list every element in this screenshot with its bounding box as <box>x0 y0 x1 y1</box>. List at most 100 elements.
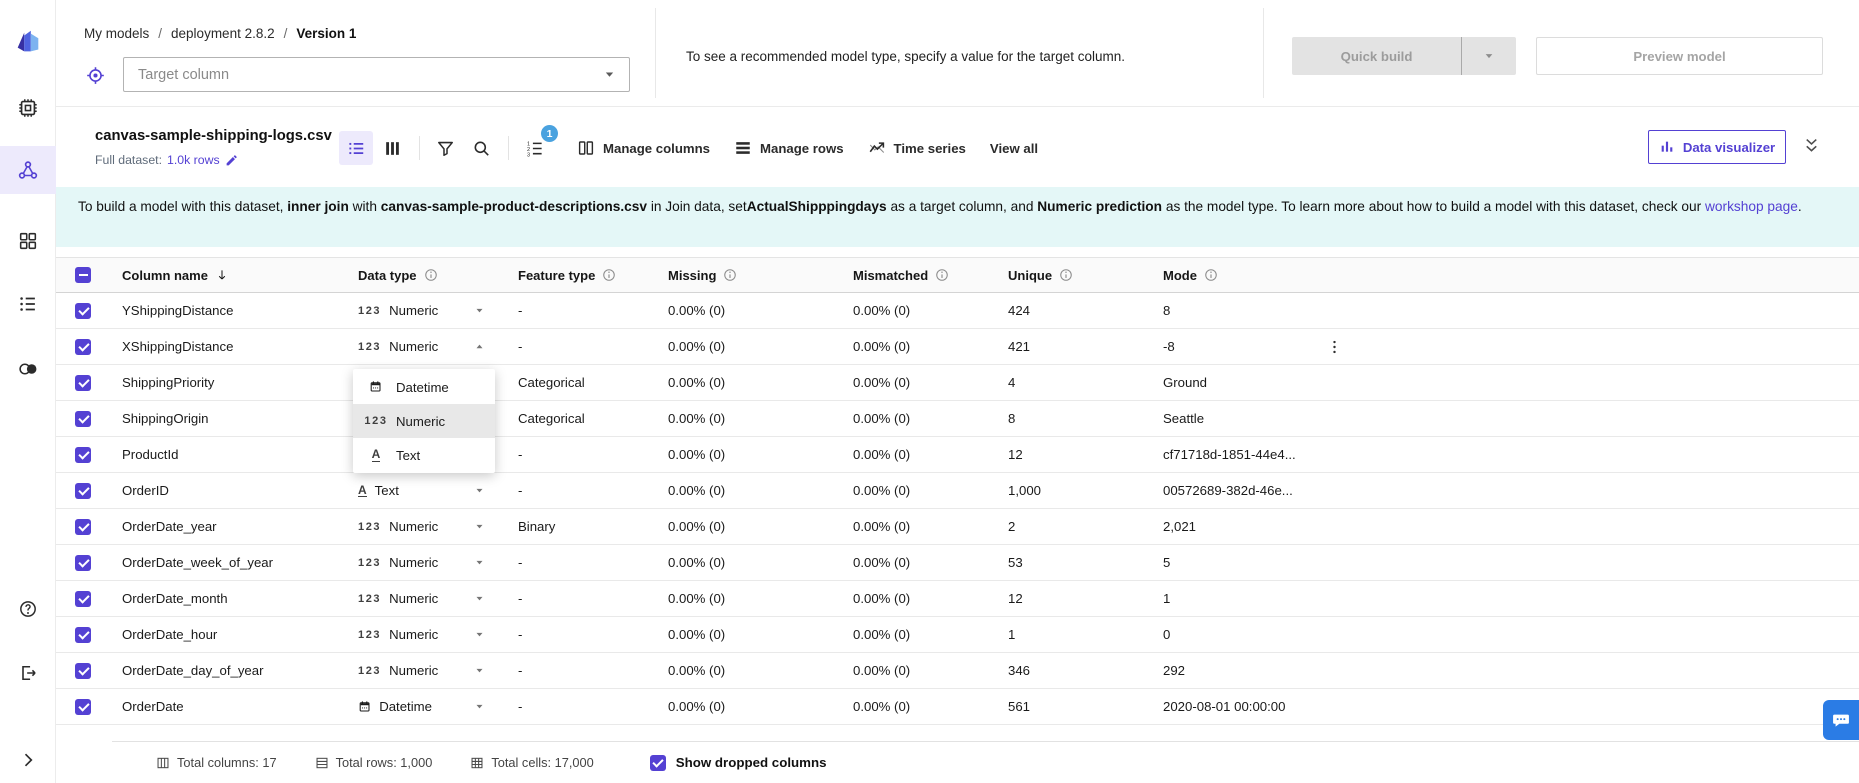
data-type-select[interactable]: Datetime <box>358 699 506 714</box>
time-series-button[interactable]: Time series <box>868 139 966 157</box>
dropdown-item-numeric[interactable]: 123 Numeric <box>353 404 495 438</box>
row-actions-kebab[interactable] <box>1326 338 1343 355</box>
column-view-icon <box>383 139 402 158</box>
sidebar-item-compute-chip[interactable] <box>0 86 56 130</box>
table-row: OrderDate_hour 123 Numeric - 0.00% (0) 0.00% … <box>56 617 1859 653</box>
data-type-select[interactable]: 123 Numeric <box>358 555 506 570</box>
info-icon[interactable] <box>424 268 438 282</box>
unique-cell: 53 <box>1008 555 1023 570</box>
column-header-feature-type[interactable]: Feature type <box>506 268 656 283</box>
row-checkbox[interactable] <box>75 374 91 391</box>
info-icon[interactable] <box>723 268 737 282</box>
search-button[interactable] <box>464 131 498 165</box>
row-checkbox[interactable] <box>75 590 91 607</box>
quick-build-caret[interactable] <box>1461 37 1516 75</box>
column-header-mode[interactable]: Mode <box>1151 268 1391 283</box>
row-checkbox[interactable] <box>75 554 91 571</box>
data-type-select[interactable]: 123 Numeric <box>358 591 506 606</box>
sidebar-item-list[interactable] <box>0 282 56 326</box>
column-header-unique[interactable]: Unique <box>996 268 1151 283</box>
row-checkbox[interactable] <box>75 698 91 715</box>
sidebar-item-models[interactable] <box>0 146 56 194</box>
column-name-cell: OrderDate_week_of_year <box>122 555 274 570</box>
sidebar-item-expand[interactable] <box>0 738 56 782</box>
table-row: OrderDate_month 123 Numeric - 0.00% (0) 0.00%… <box>56 581 1859 617</box>
breadcrumb-item[interactable]: My models <box>84 26 150 41</box>
target-icon <box>86 66 105 85</box>
caret-down-icon <box>475 630 484 639</box>
select-all-checkbox[interactable] <box>75 267 91 283</box>
sidebar-item-datasets[interactable] <box>0 347 56 391</box>
preview-model-button[interactable]: Preview model <box>1536 37 1823 75</box>
info-icon[interactable] <box>1204 268 1218 282</box>
manage-columns-button[interactable]: Manage columns <box>577 139 710 157</box>
unique-cell: 424 <box>1008 303 1031 318</box>
rows-count-link[interactable]: 1.0k rows <box>167 153 220 167</box>
show-dropped-columns-toggle[interactable]: Show dropped columns <box>649 754 826 771</box>
mode-cell: 8 <box>1163 303 1171 318</box>
chat-widget-button[interactable] <box>1823 700 1859 740</box>
target-column-select[interactable]: Target column <box>123 57 630 92</box>
missing-cell: 0.00% (0) <box>668 339 726 354</box>
column-name-cell: OrderDate_year <box>122 519 217 534</box>
unique-cell: 1 <box>1008 627 1016 642</box>
edit-pencil-icon[interactable] <box>225 154 238 167</box>
data-type-select[interactable]: 123 Numeric <box>358 519 506 534</box>
data-visualizer-button[interactable]: Data visualizer <box>1648 130 1786 164</box>
row-checkbox-cell <box>56 626 110 643</box>
dropdown-item-datetime[interactable]: Datetime <box>353 370 495 404</box>
row-checkbox[interactable] <box>75 446 91 463</box>
view-columns-button[interactable] <box>375 131 409 165</box>
column-header-column-name[interactable]: Column name <box>110 268 346 283</box>
breadcrumb-item: Version 1 <box>296 26 357 41</box>
data-type-select[interactable]: 123 Numeric <box>358 663 506 678</box>
info-icon[interactable] <box>602 268 616 282</box>
data-type-select[interactable]: 123 Numeric <box>358 303 506 318</box>
numeric-123-icon: 123 <box>358 340 382 353</box>
missing-cell: 0.00% (0) <box>668 555 726 570</box>
column-header-label: Column name <box>122 267 208 283</box>
column-header-mismatched[interactable]: Mismatched <box>841 268 996 283</box>
manage-rows-button[interactable]: Manage rows <box>734 139 844 157</box>
filter-button[interactable] <box>428 131 462 165</box>
breadcrumb-item[interactable]: deployment 2.8.2 <box>171 26 275 41</box>
svg-text:3: 3 <box>526 152 529 158</box>
row-checkbox[interactable] <box>75 410 91 427</box>
sidebar-item-help[interactable] <box>0 587 56 631</box>
row-checkbox[interactable] <box>75 338 91 355</box>
show-dropped-checkbox[interactable] <box>649 754 666 771</box>
dropdown-item-text[interactable]: A Text <box>353 438 495 472</box>
column-header-data-type[interactable]: Data type <box>346 268 506 283</box>
divider <box>1263 8 1264 98</box>
view-list-button[interactable] <box>339 131 373 165</box>
data-type-cell: 123 Numeric <box>346 663 506 678</box>
data-type-dropdown: Datetime 123 Numeric A Text <box>353 369 495 473</box>
missing-cell: 0.00% (0) <box>668 447 726 462</box>
sidebar-item-apps[interactable] <box>0 219 56 263</box>
view-all-button[interactable]: View all <box>990 141 1038 156</box>
collapse-double-chevron-button[interactable] <box>1802 136 1821 155</box>
info-icon[interactable] <box>1059 268 1073 282</box>
feature-type-cell: - <box>518 447 523 462</box>
data-type-select[interactable]: 123 Numeric <box>358 339 506 354</box>
text-a-icon: A <box>358 483 367 498</box>
sidebar-item-signout[interactable] <box>0 651 56 695</box>
info-icon[interactable] <box>935 268 949 282</box>
data-type-cell: 123 Numeric <box>346 519 506 534</box>
sidebar-item-canvas-logo[interactable] <box>0 20 56 64</box>
row-checkbox[interactable] <box>75 518 91 535</box>
row-checkbox[interactable] <box>75 302 91 319</box>
data-type-cell: 123 Numeric <box>346 591 506 606</box>
mismatched-cell: 0.00% (0) <box>853 663 911 678</box>
banner-bold-text: Numeric prediction <box>1037 199 1163 214</box>
row-checkbox[interactable] <box>75 662 91 679</box>
quick-build-button[interactable]: Quick build <box>1292 37 1516 75</box>
row-checkbox[interactable] <box>75 482 91 499</box>
row-checkbox[interactable] <box>75 626 91 643</box>
sort-down-icon <box>215 268 229 282</box>
data-type-select[interactable]: A Text <box>358 483 506 498</box>
workshop-link[interactable]: workshop page <box>1705 199 1798 214</box>
column-header-missing[interactable]: Missing <box>656 268 841 283</box>
data-type-select[interactable]: 123 Numeric <box>358 627 506 642</box>
